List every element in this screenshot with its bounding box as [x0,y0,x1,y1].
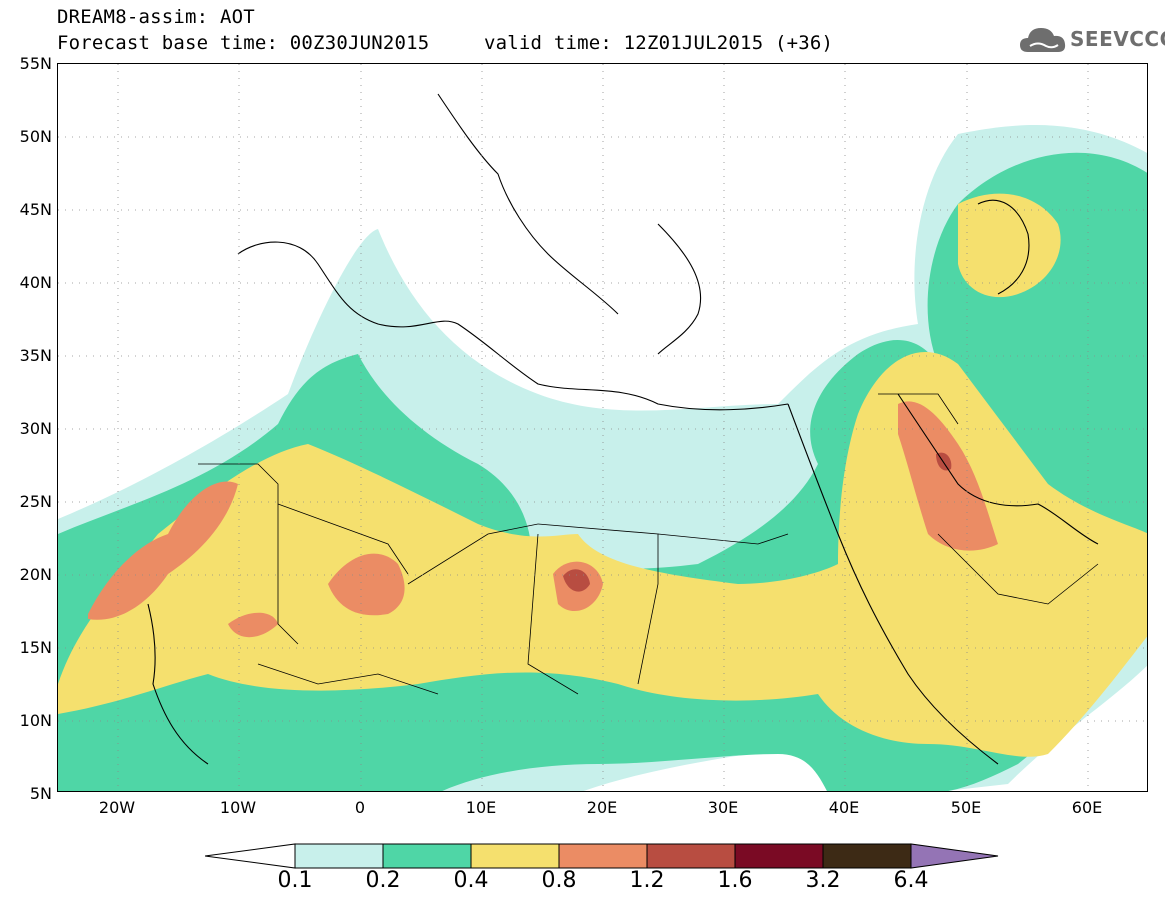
lat-label-20n: 20N [19,565,52,584]
coastlines [147,93,1099,765]
colorbar-label-6.4: 6.4 [893,868,929,893]
aot-level-0.8 [88,401,998,638]
colorbar-label-1.6: 1.6 [717,868,753,893]
aot-level-0.4 [58,193,1147,757]
valid-time: valid time: 12Z01JUL2015 (+36) [484,32,834,54]
lon-label-10w: 10W [219,798,257,817]
lat-label-40n: 40N [19,273,52,292]
colorbar-bin-0.8-1.2 [558,843,648,869]
lat-label-35n: 35N [19,346,52,365]
colorbar-label-1.2: 1.2 [629,868,665,893]
lon-label-20e: 20E [586,798,618,817]
lon-label-30e: 30E [707,798,739,817]
forecast-base-time: Forecast base time: 00Z30JUN2015 [57,32,430,54]
lat-label-5n: 5N [29,784,52,803]
country-borders [198,393,1099,695]
colorbar-label-3.2: 3.2 [805,868,841,893]
logo-text: SEEVCCC [1070,27,1165,51]
graticule [58,64,1147,791]
lon-label-60e: 60E [1071,798,1103,817]
lat-label-30n: 30N [19,419,52,438]
colorbar-bin-0.4-0.8 [470,843,560,869]
colorbar-over-triangle [910,843,999,869]
aot-map [57,63,1148,792]
cloud-icon [1020,28,1066,52]
aot-field [58,64,1147,791]
lon-label-10e: 10E [465,798,497,817]
colorbar-label-0.2: 0.2 [365,868,401,893]
lon-label-40e: 40E [828,798,860,817]
product-title: DREAM8-assim: AOT [57,6,255,28]
colorbar-bin-0.2-0.4 [382,843,472,869]
lat-label-55n: 55N [19,54,52,73]
colorbar-bin-1.6-3.2 [734,843,824,869]
lat-label-45n: 45N [19,200,52,219]
lat-label-15n: 15N [19,638,52,657]
lat-label-10n: 10N [19,711,52,730]
colorbar-label-0.1: 0.1 [277,868,313,893]
lat-label-25n: 25N [19,492,52,511]
seevccc-logo: SEEVCCC [1018,22,1165,58]
colorbar-bin-0.1-0.2 [294,843,384,869]
colorbar-bin-1.2-1.6 [646,843,736,869]
colorbar-under-triangle [205,843,296,869]
colorbar-bin-3.2-6.4 [822,843,912,869]
lat-label-50n: 50N [19,127,52,146]
lon-label-20w: 20W [98,798,136,817]
lon-label-50e: 50E [950,798,982,817]
colorbar-label-0.8: 0.8 [541,868,577,893]
colorbar-label-0.4: 0.4 [453,868,489,893]
lon-label-0: 0 [354,798,366,817]
colorbar [205,843,999,869]
